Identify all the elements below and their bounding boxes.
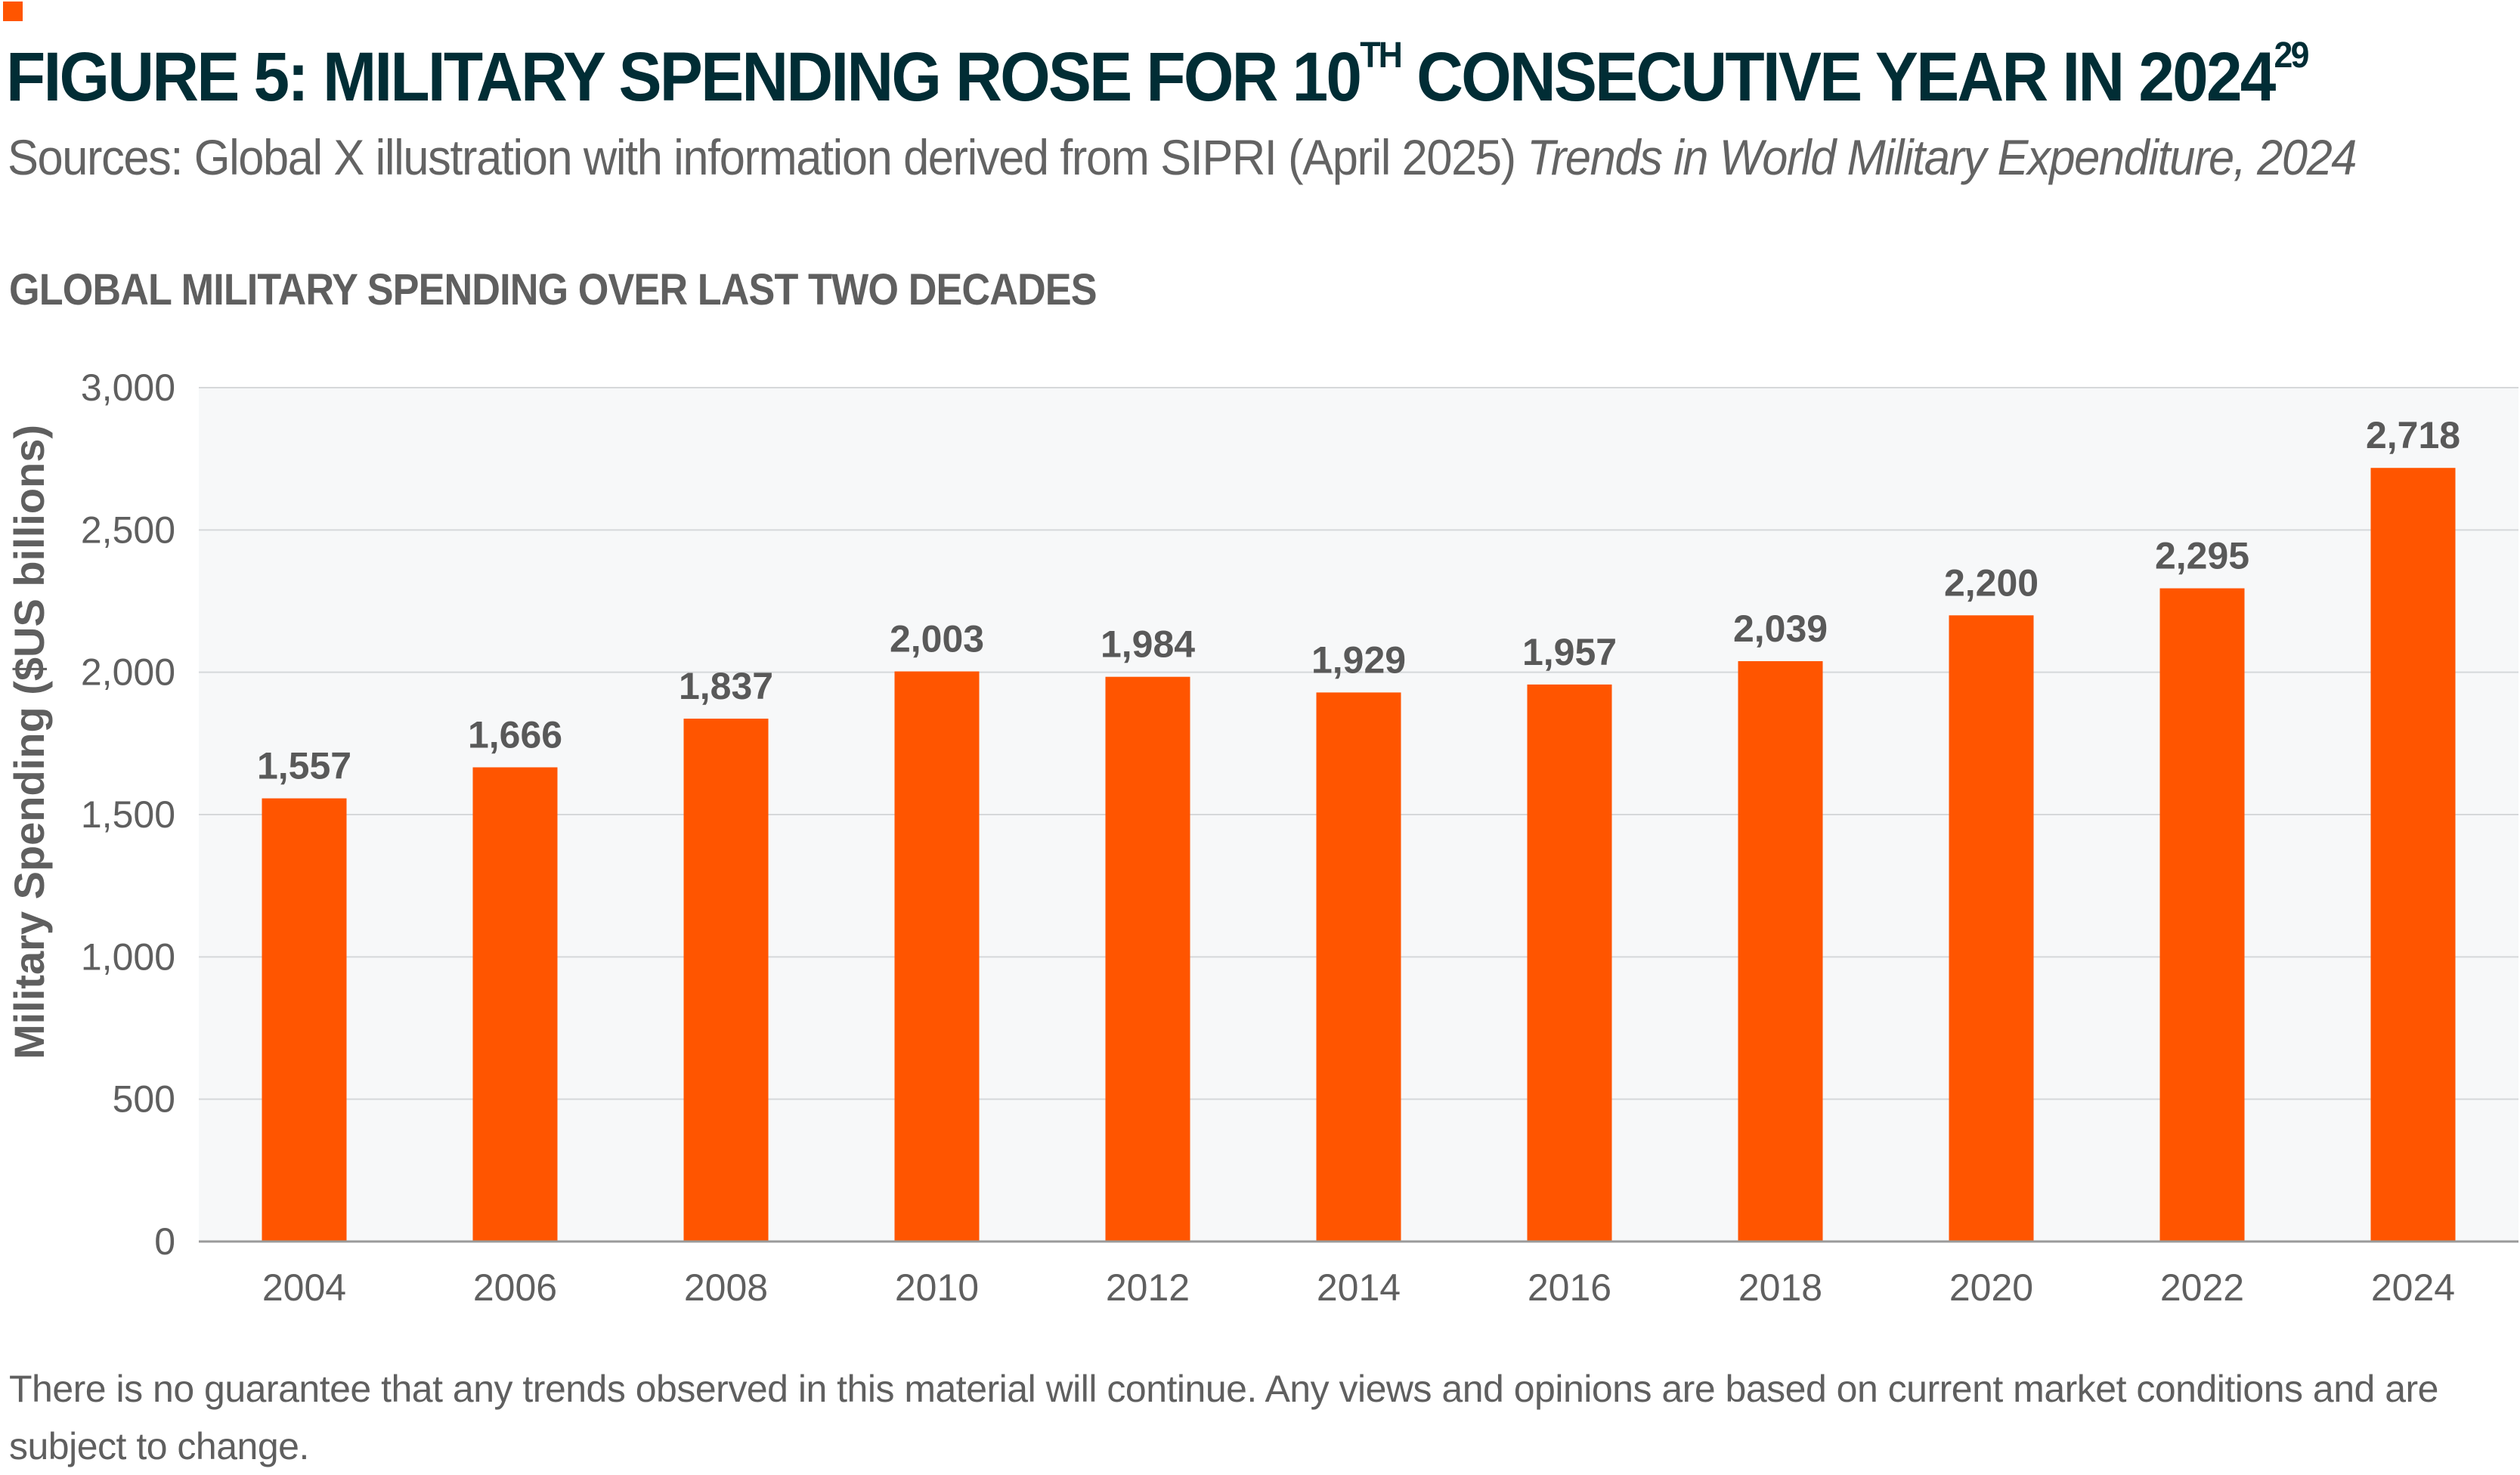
data-label: 1,557 [257, 745, 351, 787]
bar-2024 [2370, 468, 2456, 1242]
data-label: 1,666 [468, 713, 562, 756]
data-label: 2,718 [2366, 414, 2460, 456]
x-tick-label: 2012 [1106, 1266, 1190, 1309]
bar-2014 [1316, 692, 1401, 1242]
y-tick-label: 2,000 [81, 651, 175, 694]
data-label: 1,957 [1522, 631, 1617, 673]
bar-2010 [894, 671, 980, 1242]
x-tick-label: 2018 [1738, 1266, 1822, 1309]
figure-title: FIGURE 5: MILITARY SPENDING ROSE FOR 10T… [6, 36, 2309, 116]
bar-2004 [262, 798, 347, 1242]
bar-2012 [1105, 676, 1190, 1242]
bar-2020 [1949, 615, 2034, 1242]
figure-source: Sources: Global X illustration with info… [8, 129, 2357, 185]
y-tick-label: 0 [154, 1220, 175, 1263]
x-tick-label: 2004 [262, 1266, 346, 1309]
data-label: 1,929 [1311, 639, 1406, 681]
chart-title: GLOBAL MILITARY SPENDING OVER LAST TWO D… [9, 265, 1097, 314]
accent-square [3, 2, 23, 21]
x-tick-label: 2014 [1317, 1266, 1401, 1309]
data-label: 2,200 [1944, 561, 2039, 604]
x-tick-label: 2024 [2371, 1266, 2455, 1309]
x-tick-label: 2010 [895, 1266, 979, 1309]
x-tick-label: 2022 [2160, 1266, 2244, 1309]
bar-2016 [1527, 684, 1612, 1242]
bar-2006 [472, 767, 558, 1242]
x-tick-label: 2006 [473, 1266, 557, 1309]
data-label: 2,003 [890, 618, 984, 660]
data-label: 1,837 [679, 665, 773, 707]
bar-2022 [2159, 588, 2245, 1242]
y-axis-label: Military Spending ($US billions) [5, 425, 53, 1059]
data-label: 1,984 [1101, 623, 1195, 666]
data-label: 2,039 [1733, 608, 1828, 650]
disclaimer-footnote: There is no guarantee that any trends ob… [9, 1368, 2439, 1467]
y-tick-label: 1,000 [81, 935, 175, 978]
y-tick-label: 500 [113, 1078, 175, 1121]
x-tick-label: 2016 [1528, 1266, 1611, 1309]
y-tick-label: 3,000 [81, 366, 175, 409]
x-tick-label: 2020 [1949, 1266, 2033, 1309]
x-tick-label: 2008 [684, 1266, 768, 1309]
y-tick-label: 1,500 [81, 793, 175, 836]
y-tick-label: 2,500 [81, 509, 175, 551]
bar-2008 [683, 719, 769, 1242]
bar-2018 [1738, 660, 1823, 1242]
data-label: 2,295 [2155, 535, 2249, 577]
